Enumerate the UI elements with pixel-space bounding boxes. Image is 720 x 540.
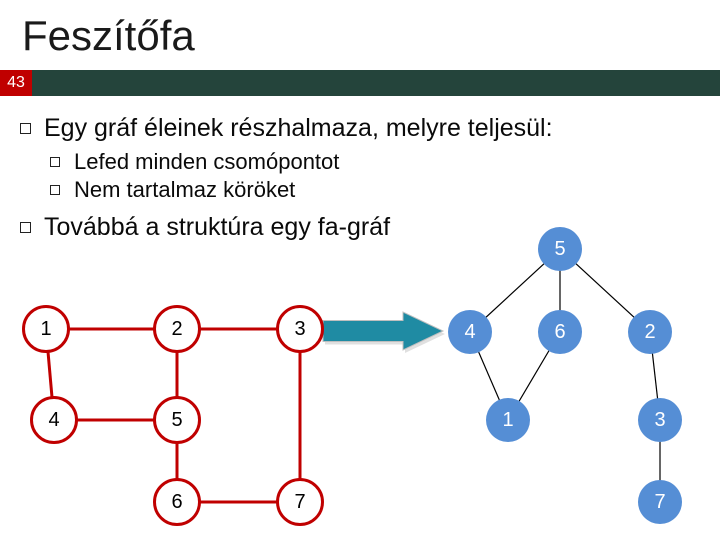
left-node-3: 3 [276, 305, 324, 353]
left-node-5: 5 [153, 396, 201, 444]
bullet-sub-2: Nem tartalmaz köröket [74, 177, 692, 203]
bullet-main-2: Továbbá a struktúra egy fa-gráf [44, 213, 692, 242]
left-node-2: 2 [153, 305, 201, 353]
header-stripe [32, 70, 720, 96]
right-node-5: 5 [538, 227, 582, 271]
bullet-sub-1: Lefed minden csomópontot [74, 149, 692, 175]
page-number-badge: 43 [0, 70, 32, 96]
right-node-7: 7 [638, 480, 682, 524]
slide-title: Feszítőfa [0, 0, 720, 70]
left-node-1: 1 [22, 305, 70, 353]
right-node-6: 6 [538, 310, 582, 354]
content-area: Egy gráf éleinek részhalmaza, melyre tel… [0, 96, 720, 242]
header-bar: 43 [0, 70, 720, 96]
bullet-main-1: Egy gráf éleinek részhalmaza, melyre tel… [44, 114, 692, 143]
right-node-1: 1 [486, 398, 530, 442]
right-node-4: 4 [448, 310, 492, 354]
left-node-4: 4 [30, 396, 78, 444]
left-node-6: 6 [153, 478, 201, 526]
arrow-icon [323, 312, 445, 353]
right-node-3: 3 [638, 398, 682, 442]
right-node-2: 2 [628, 310, 672, 354]
left-node-7: 7 [276, 478, 324, 526]
